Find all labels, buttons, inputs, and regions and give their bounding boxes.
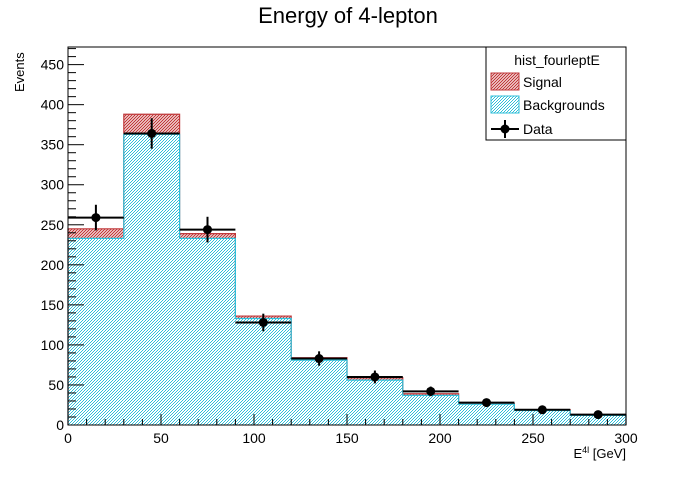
y-tick-label: 400 — [41, 97, 65, 113]
y-tick-label: 150 — [41, 297, 65, 313]
y-axis-label: Events — [12, 52, 27, 92]
background-bar — [179, 238, 236, 425]
chart-title: Energy of 4-lepton — [258, 3, 438, 28]
legend-signal-swatch — [490, 72, 520, 91]
data-point — [91, 213, 101, 223]
x-tick-label: 150 — [335, 430, 359, 446]
background-bar — [235, 318, 292, 425]
data-point — [203, 225, 212, 235]
legend-data-label: Data — [523, 121, 553, 137]
data-point — [593, 410, 603, 420]
x-tick-label: 0 — [64, 430, 72, 446]
x-tick-label: 100 — [242, 430, 266, 446]
x-axis-label-unit: [GeV] — [589, 446, 626, 461]
data-point — [314, 354, 324, 364]
legend-background-label: Backgrounds — [523, 97, 605, 113]
data-point — [426, 386, 436, 396]
legend-background-swatch — [490, 95, 520, 114]
y-tick-label: 250 — [41, 217, 65, 233]
x-tick-label: 250 — [521, 430, 545, 446]
background-bar — [458, 404, 515, 425]
x-tick-label: 200 — [428, 430, 452, 446]
background-bar — [514, 410, 571, 425]
background-bar — [123, 134, 180, 426]
signal-bar — [68, 228, 124, 239]
background-bar — [402, 395, 459, 425]
background-bar — [68, 238, 124, 425]
x-axis-label-main: E — [573, 446, 582, 461]
data-point — [537, 405, 547, 415]
y-tick-label: 450 — [41, 57, 65, 73]
data-point — [482, 398, 491, 408]
y-tick-label: 50 — [48, 377, 64, 393]
y-tick-label: 0 — [56, 417, 64, 433]
y-tick-label: 200 — [41, 257, 65, 273]
data-point — [147, 128, 157, 138]
background-bar — [347, 380, 403, 425]
x-tick-label: 300 — [614, 430, 638, 446]
x-axis-label-sup: 4l — [582, 445, 589, 455]
y-tick-label: 100 — [41, 337, 65, 353]
legend-title: hist_fourleptE — [514, 52, 600, 68]
y-tick-label: 300 — [41, 177, 65, 193]
legend-data-marker — [500, 124, 510, 134]
data-point — [258, 317, 268, 327]
background-bar — [291, 360, 347, 425]
x-tick-label: 50 — [153, 430, 169, 446]
background-bar — [570, 415, 626, 425]
legend-box — [485, 46, 627, 141]
y-tick-label: 350 — [41, 137, 65, 153]
plot-area — [67, 113, 627, 426]
x-axis-label: E4l [GeV] — [573, 445, 626, 461]
legend: hist_fourleptE Signal Backgrounds Data — [485, 46, 627, 141]
legend-signal-label: Signal — [523, 74, 562, 90]
axes: 0 50 100 150 200 250 300 0 50 100 150 200 250 300 350 4… — [41, 46, 638, 446]
data-point — [370, 372, 380, 382]
